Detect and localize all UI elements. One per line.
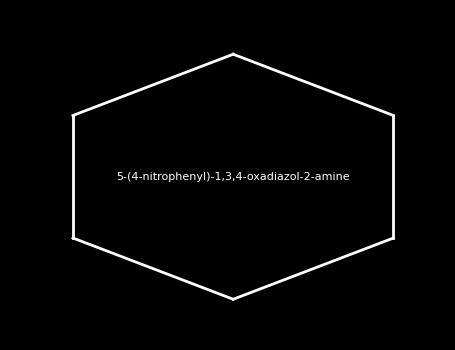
Text: 5-(4-nitrophenyl)-1,3,4-oxadiazol-2-amine: 5-(4-nitrophenyl)-1,3,4-oxadiazol-2-amin… bbox=[116, 172, 350, 182]
